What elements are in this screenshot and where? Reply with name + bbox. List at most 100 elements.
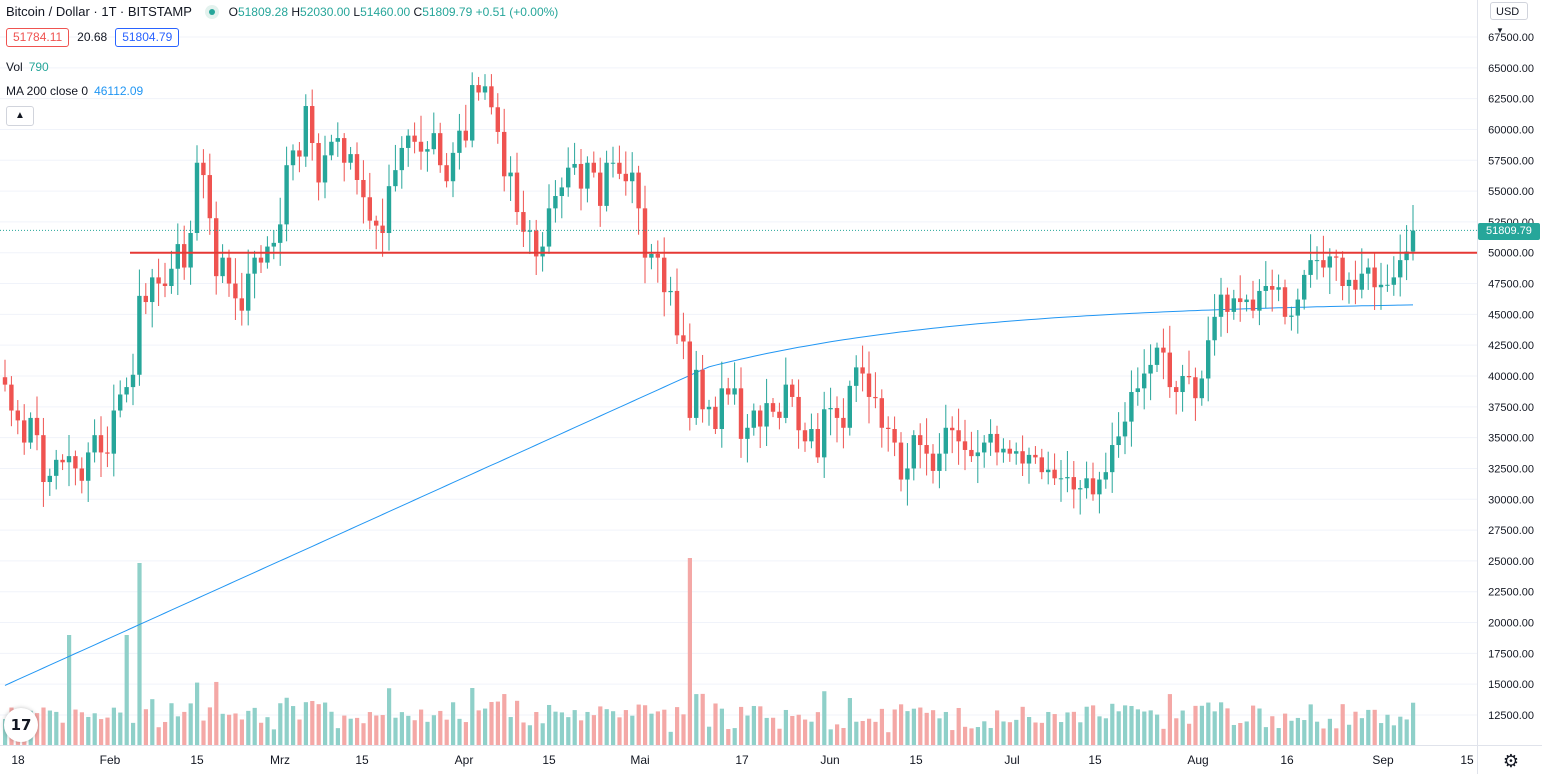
volume-bar: [867, 718, 872, 745]
candle-body: [751, 410, 756, 428]
candle-body: [60, 459, 65, 463]
candle-body: [380, 225, 385, 234]
candle: [610, 146, 616, 178]
time-tick-label: 16: [1280, 753, 1294, 767]
price-tick-label: 20000.00: [1488, 618, 1534, 630]
candle-body: [406, 135, 411, 148]
high-key: H: [291, 5, 301, 19]
candle-body: [514, 172, 520, 213]
candle-body: [1135, 388, 1140, 393]
price-tick-label: 47500.00: [1488, 279, 1534, 291]
currency-selector[interactable]: USD ▼: [1490, 2, 1528, 35]
candle-body: [982, 442, 987, 453]
candle-body: [1385, 284, 1390, 286]
volume-bar: [841, 727, 846, 745]
candle-body: [354, 154, 360, 180]
volume-bar: [1372, 709, 1377, 745]
candle: [662, 237, 667, 317]
close-value: 51809.79 +0.51 (+0.00%): [422, 5, 559, 19]
candle-body: [1110, 445, 1115, 473]
candle-body: [1103, 472, 1108, 480]
volume-bar: [316, 704, 321, 745]
candle-body: [1033, 454, 1038, 458]
candle: [1167, 325, 1172, 398]
volume-bar: [131, 722, 136, 745]
candle: [828, 387, 833, 436]
volume-bar: [1283, 713, 1288, 745]
volume-bar: [476, 710, 481, 745]
time-tick-label: Jul: [1004, 753, 1019, 767]
candle: [476, 76, 481, 101]
candle: [348, 146, 353, 170]
candle-body: [630, 172, 635, 182]
candle: [822, 391, 827, 478]
candle: [1327, 248, 1332, 295]
volume-bar: [463, 722, 468, 745]
candle: [655, 240, 660, 283]
volume-bar: [713, 703, 718, 745]
candle-body: [508, 172, 513, 177]
candle-body: [1353, 279, 1358, 290]
price-tick-label: 27500.00: [1488, 525, 1534, 537]
settings-gear-icon[interactable]: ⚙: [1502, 751, 1520, 771]
candle-body: [41, 435, 46, 483]
volume-bar: [1398, 716, 1403, 745]
candle: [1148, 344, 1153, 401]
volume-bar: [1385, 714, 1390, 745]
volume-bar: [675, 707, 680, 745]
symbol-title[interactable]: Bitcoin / Dollar · 1T · BITSTAMP: [6, 4, 192, 19]
volume-bar: [495, 701, 500, 745]
candle-body: [1097, 479, 1102, 495]
legend-collapse-button[interactable]: ▲: [6, 106, 34, 126]
candle: [1289, 306, 1294, 331]
candle-body: [111, 410, 116, 454]
candle: [566, 147, 571, 197]
candle-body: [118, 394, 123, 411]
volume-bar: [1270, 716, 1275, 745]
candle-body: [994, 433, 1000, 453]
tradingview-logo-icon[interactable]: 17: [4, 708, 38, 742]
ma-legend[interactable]: MA 200 close 0 46112.09: [6, 84, 143, 98]
volume-bar: [169, 703, 174, 745]
candle: [796, 379, 801, 449]
volume-bar: [777, 728, 782, 745]
volume-bar: [60, 722, 65, 745]
volume-bar: [163, 721, 168, 745]
volume-bar: [86, 716, 91, 745]
volume-bar: [1366, 709, 1371, 745]
candle-body: [636, 172, 641, 209]
volume-legend[interactable]: Vol 790: [6, 60, 49, 74]
candle-body: [719, 388, 724, 430]
time-tick-label: Apr: [455, 753, 474, 767]
candle: [1391, 256, 1396, 296]
volume-bar: [457, 718, 462, 745]
candle: [1346, 272, 1352, 304]
last-price-badge: 51809.79: [1478, 223, 1540, 240]
sell-price-button[interactable]: 51784.11: [6, 28, 70, 47]
price-tick-label: 65000.00: [1488, 63, 1534, 75]
buy-price-button[interactable]: 51804.79: [115, 28, 180, 47]
volume-value: 790: [28, 60, 49, 74]
volume-bar: [207, 707, 212, 745]
time-tick-label: 15: [1088, 753, 1102, 767]
candle-body: [559, 187, 564, 197]
candle-body: [1289, 315, 1294, 317]
candle: [585, 156, 590, 203]
candle: [303, 94, 308, 167]
candle-body: [489, 86, 494, 108]
volume-bar: [412, 720, 417, 745]
volume-bar: [1007, 722, 1012, 745]
candle-body: [175, 244, 180, 269]
candle-body: [553, 196, 558, 209]
candle: [431, 112, 436, 155]
candle-body: [732, 388, 737, 395]
volume-bar: [566, 717, 571, 745]
volume-bar: [342, 715, 347, 745]
candle: [1026, 447, 1032, 484]
candle: [764, 378, 769, 446]
volume-bar: [950, 730, 955, 745]
high-value: 52030.00: [300, 5, 351, 19]
candle-body: [201, 162, 206, 176]
candle: [9, 376, 14, 427]
